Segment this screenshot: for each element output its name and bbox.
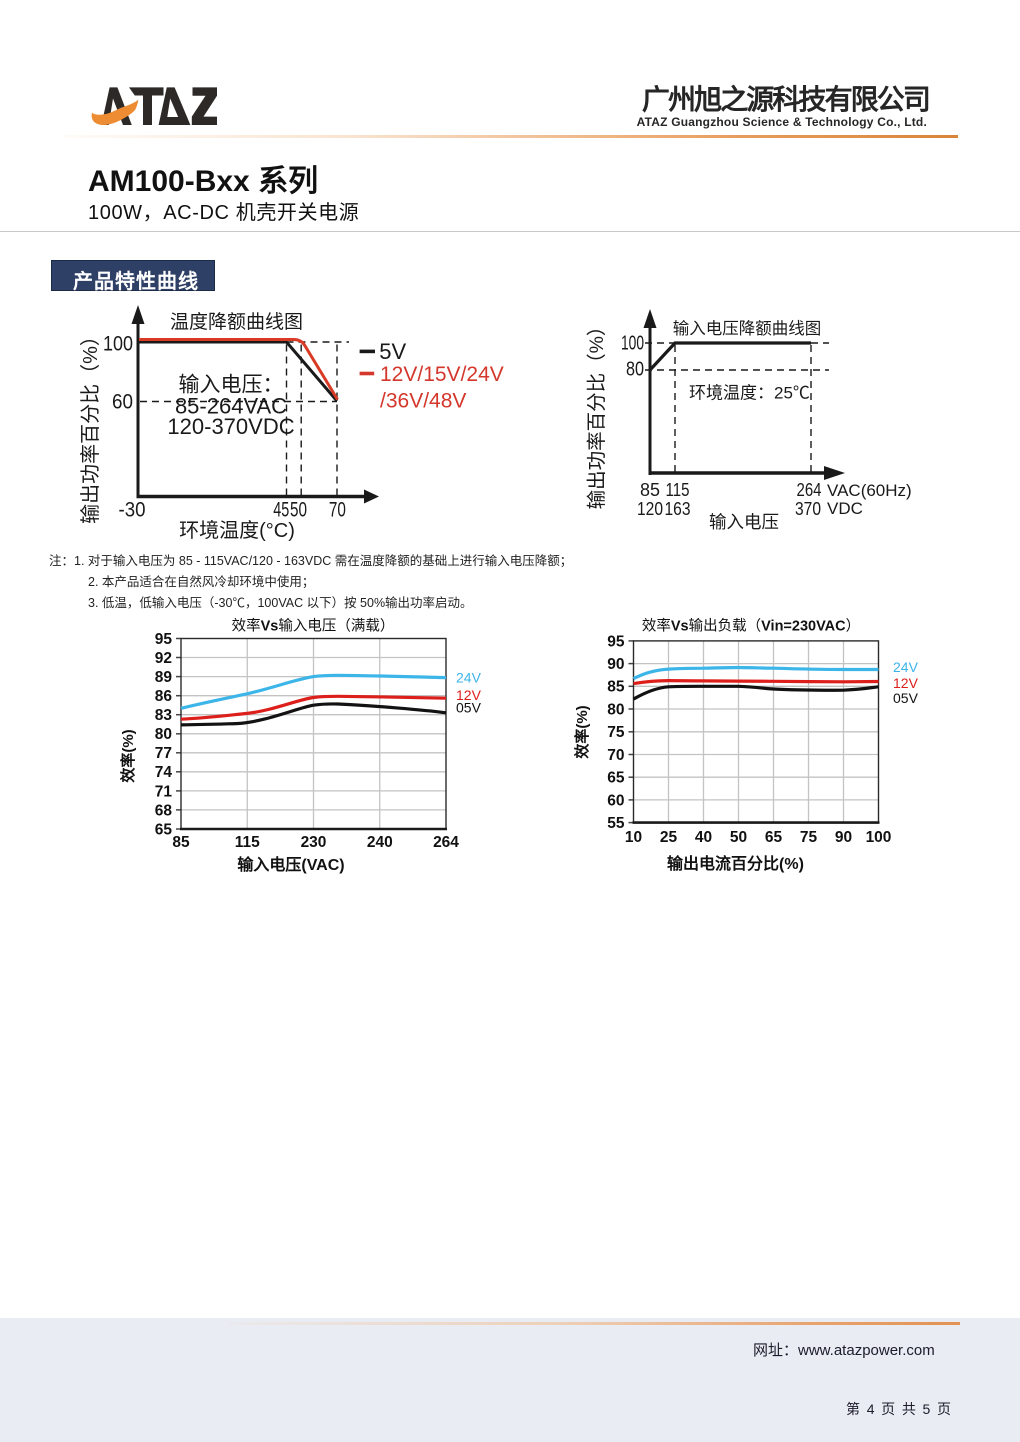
svg-text:40: 40: [695, 829, 712, 846]
svg-text:65: 65: [155, 821, 173, 838]
svg-text:65: 65: [765, 829, 783, 846]
svg-text:70: 70: [329, 499, 346, 522]
svg-text:5V: 5V: [379, 339, 406, 364]
svg-text:效率(%): 效率(%): [119, 729, 137, 782]
svg-text:68: 68: [155, 802, 173, 819]
svg-text:240: 240: [367, 834, 393, 851]
svg-text:05V: 05V: [893, 690, 919, 706]
svg-text:80: 80: [155, 726, 172, 743]
svg-text:95: 95: [155, 631, 173, 648]
svg-text:24V: 24V: [456, 670, 482, 686]
svg-text:50: 50: [290, 499, 307, 522]
svg-text:50: 50: [730, 829, 747, 846]
svg-text:100: 100: [621, 333, 644, 355]
svg-text:12V: 12V: [456, 687, 482, 703]
svg-text:-30: -30: [119, 499, 146, 522]
svg-text:效率Vs输入电压（满载）: 效率Vs输入电压（满载）: [232, 618, 395, 635]
svg-text:89: 89: [155, 669, 173, 686]
svg-text:86: 86: [155, 688, 173, 705]
svg-text:370: 370: [795, 499, 821, 519]
svg-text:输入电压(VAC): 输入电压(VAC): [237, 855, 344, 874]
svg-text:100: 100: [866, 829, 892, 846]
svg-text:24V: 24V: [893, 659, 919, 675]
svg-text:10: 10: [625, 829, 642, 846]
svg-text:264: 264: [433, 834, 459, 851]
svg-text:输出功率百分比（%）: 输出功率百分比（%）: [586, 317, 608, 510]
svg-text:77: 77: [155, 745, 172, 762]
svg-text:85: 85: [607, 679, 625, 696]
svg-text:输出电流百分比(%): 输出电流百分比(%): [667, 854, 804, 873]
svg-text:115: 115: [235, 834, 260, 851]
svg-text:74: 74: [155, 764, 173, 781]
svg-text:60: 60: [112, 391, 133, 414]
svg-text:55: 55: [607, 815, 625, 832]
svg-text:效率Vs输出负载（Vin=230VAC）: 效率Vs输出负载（Vin=230VAC）: [642, 618, 860, 635]
svg-text:25: 25: [660, 829, 678, 846]
svg-text:/36V/48V: /36V/48V: [380, 390, 466, 413]
svg-text:60: 60: [607, 792, 624, 809]
svg-text:输出功率百分比（%）: 输出功率百分比（%）: [79, 326, 102, 524]
svg-text:75: 75: [800, 829, 818, 846]
svg-text:120-370VDC: 120-370VDC: [167, 414, 294, 439]
svg-text:100: 100: [103, 333, 133, 356]
svg-text:85: 85: [640, 480, 660, 500]
svg-text:VAC(60Hz): VAC(60Hz): [827, 481, 912, 500]
svg-text:71: 71: [155, 783, 173, 800]
svg-text:90: 90: [835, 829, 852, 846]
svg-text:85-264VAC: 85-264VAC: [175, 394, 287, 419]
svg-text:85: 85: [172, 834, 190, 851]
svg-text:输入电压：: 输入电压：: [179, 374, 284, 397]
svg-text:264: 264: [797, 480, 822, 500]
svg-text:输入电压降额曲线图: 输入电压降额曲线图: [673, 319, 822, 338]
svg-text:65: 65: [607, 770, 625, 787]
svg-text:75: 75: [607, 724, 625, 741]
svg-text:效率(%): 效率(%): [573, 705, 591, 758]
svg-text:120: 120: [637, 499, 663, 519]
svg-text:05V: 05V: [456, 700, 482, 716]
svg-text:80: 80: [607, 701, 624, 718]
svg-text:163: 163: [665, 499, 691, 519]
svg-text:环境温度：25℃: 环境温度：25℃: [689, 384, 810, 403]
svg-text:92: 92: [155, 650, 172, 667]
svg-text:230: 230: [301, 834, 327, 851]
svg-text:温度降额曲线图: 温度降额曲线图: [170, 311, 303, 333]
svg-text:70: 70: [607, 747, 624, 764]
svg-text:12V: 12V: [893, 675, 919, 691]
svg-text:80: 80: [626, 359, 644, 381]
svg-text:12V/15V/24V: 12V/15V/24V: [380, 363, 504, 386]
svg-text:45: 45: [273, 499, 289, 522]
svg-text:83: 83: [155, 707, 173, 724]
svg-text:95: 95: [607, 633, 625, 650]
svg-text:90: 90: [607, 656, 624, 673]
svg-text:115: 115: [666, 480, 690, 500]
svg-text:环境温度(°C): 环境温度(°C): [179, 519, 295, 542]
svg-text:VDC: VDC: [827, 499, 863, 518]
svg-text:输入电压: 输入电压: [709, 512, 779, 532]
